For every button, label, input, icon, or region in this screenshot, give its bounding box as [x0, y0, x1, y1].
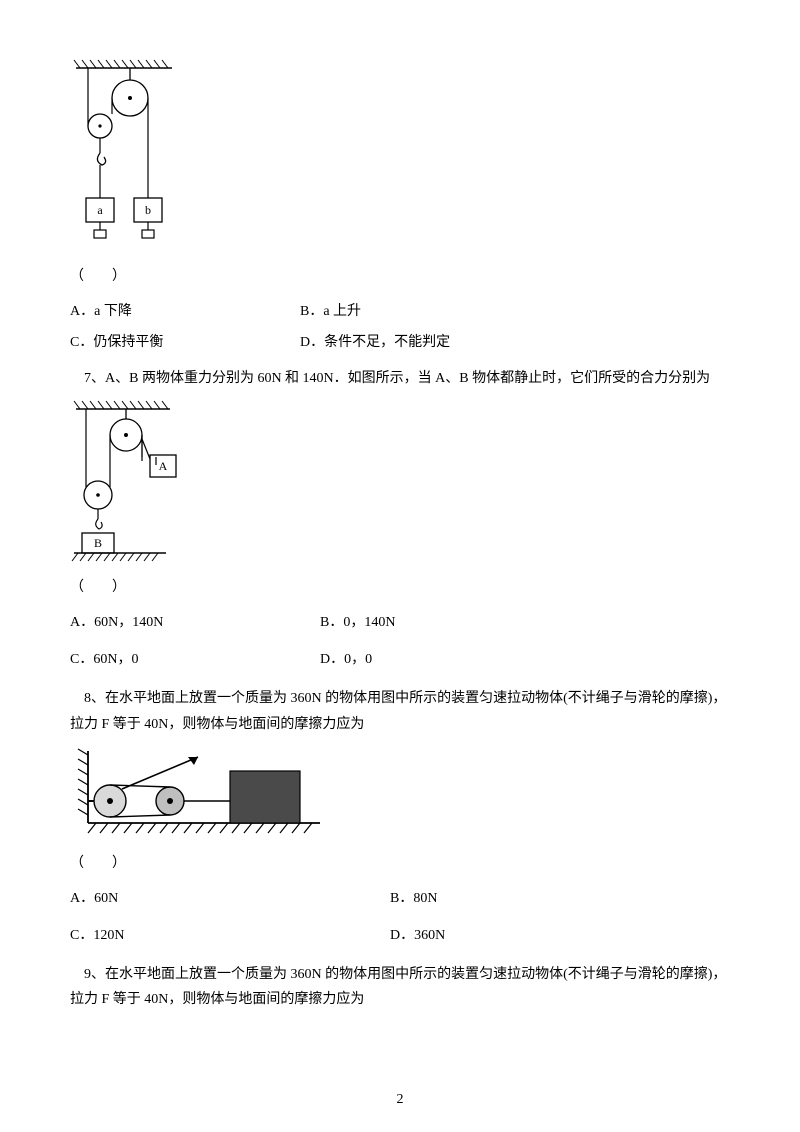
q8-opt-d: D．360N [390, 923, 445, 948]
q6-options-row1: A．a 下降 B．a 上升 [70, 299, 730, 324]
q7-opt-d: D．0，0 [320, 647, 372, 672]
q7-figure: A B [70, 399, 730, 569]
q8-stem: 8、在水平地面上放置一个质量为 360N 的物体用图中所示的装置匀速拉动物体(不… [70, 686, 730, 736]
q8-opt-b: B．80N [390, 886, 437, 911]
q8-opt-c: C．120N [70, 923, 390, 948]
q8-opt-a: A．60N [70, 886, 390, 911]
q7-label-B: B [94, 536, 102, 550]
q6-opt-a: A．a 下降 [70, 299, 300, 324]
page-number: 2 [0, 1087, 800, 1112]
q6-opt-d: D．条件不足，不能判定 [300, 330, 450, 355]
q6-paren: （ ） [70, 264, 730, 289]
q7-opt-c: C．60N，0 [70, 647, 320, 672]
q6-opt-b: B．a 上升 [300, 299, 361, 324]
q9-stem: 9、在水平地面上放置一个质量为 360N 的物体用图中所示的装置匀速拉动物体(不… [70, 962, 730, 1012]
q7-options-row1: A．60N，140N B．0，140N [70, 610, 730, 635]
q7-opt-a: A．60N，140N [70, 610, 320, 635]
q7-label-A: A [159, 459, 168, 473]
page: a b （ ） A．a 下降 B．a 上升 C．仍保持平衡 D．条件不足，不能判… [0, 0, 800, 1132]
q7-stem: 7、A、B 两物体重力分别为 60N 和 140N．如图所示，当 A、B 物体都… [70, 366, 730, 391]
q6-opt-c: C．仍保持平衡 [70, 330, 300, 355]
q8-options-row1: A．60N B．80N [70, 886, 730, 911]
q8-options-row2: C．120N D．360N [70, 923, 730, 948]
q8-paren: （ ） [70, 851, 730, 876]
q6-figure: a b [70, 58, 730, 258]
q6-options-row2: C．仍保持平衡 D．条件不足，不能判定 [70, 330, 730, 355]
q7-opt-b: B．0，140N [320, 610, 395, 635]
q7-paren: （ ） [70, 575, 730, 600]
q6-label-b: b [145, 203, 151, 217]
q7-options-row2: C．60N，0 D．0，0 [70, 647, 730, 672]
q8-figure [70, 745, 730, 845]
q6-label-a: a [97, 203, 103, 217]
